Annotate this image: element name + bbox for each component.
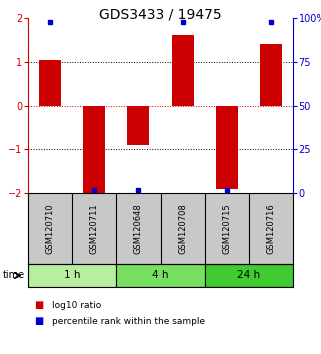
Text: GSM120710: GSM120710	[46, 203, 55, 254]
Bar	[28, 264, 116, 287]
Text: GSM120708: GSM120708	[178, 203, 187, 254]
Text: ■: ■	[34, 300, 44, 310]
Bar	[216, 105, 238, 189]
Bar	[260, 44, 282, 105]
Text: GSM120711: GSM120711	[90, 203, 99, 254]
Text: 24 h: 24 h	[237, 270, 260, 280]
Text: 4 h: 4 h	[152, 270, 169, 280]
Bar	[39, 59, 61, 105]
Text: GSM120648: GSM120648	[134, 203, 143, 254]
Bar	[205, 264, 293, 287]
Text: GDS3433 / 19475: GDS3433 / 19475	[99, 8, 222, 22]
Text: percentile rank within the sample: percentile rank within the sample	[52, 317, 205, 326]
Bar	[83, 105, 105, 193]
Text: log10 ratio: log10 ratio	[52, 301, 102, 310]
Text: GSM120715: GSM120715	[222, 203, 231, 254]
Bar	[127, 105, 150, 145]
Bar	[171, 35, 194, 105]
Text: 1 h: 1 h	[64, 270, 81, 280]
Text: GSM120716: GSM120716	[266, 203, 275, 254]
Text: time: time	[3, 270, 25, 280]
Text: ■: ■	[34, 316, 44, 326]
Bar	[116, 264, 205, 287]
